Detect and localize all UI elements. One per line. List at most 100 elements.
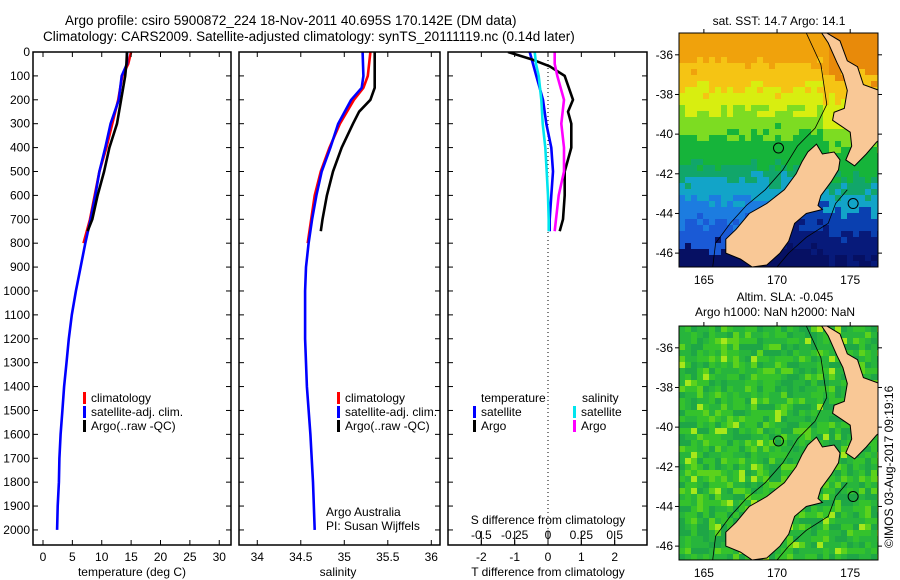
- y-tick-label: 1700: [3, 451, 30, 465]
- map-cell: [775, 189, 782, 196]
- map-cell: [859, 261, 866, 267]
- sst-map-panel: sat. SST: 14.7 Argo: 14.1 165 170 175-36-3…: [656, 14, 882, 287]
- map-cell: [703, 207, 710, 214]
- map-cell: [739, 482, 746, 489]
- map-cell: [751, 93, 758, 100]
- map-cell: [871, 464, 878, 471]
- map-cell: [811, 51, 818, 58]
- map-cell: [805, 410, 812, 417]
- map-cell: [811, 518, 818, 525]
- map-cell: [859, 554, 866, 560]
- map-cell: [721, 225, 728, 232]
- map-cell: [703, 458, 710, 465]
- map-cell: [847, 177, 854, 184]
- map-cell: [721, 398, 728, 405]
- map-cell: [709, 350, 716, 357]
- legend-swatch: [83, 406, 86, 418]
- map-cell: [817, 380, 824, 387]
- map-cell: [709, 51, 716, 58]
- map-cell: [727, 93, 734, 100]
- map-cell: [853, 183, 860, 190]
- map-cell: [823, 482, 830, 489]
- map-cell: [715, 542, 722, 549]
- map-cell: [865, 332, 872, 339]
- map-cell: [709, 117, 716, 124]
- map-cell: [817, 123, 824, 130]
- map-cell: [865, 255, 872, 262]
- map-cell: [709, 207, 716, 214]
- map-cell: [823, 428, 830, 435]
- map-cell: [823, 39, 830, 46]
- map-cell: [727, 87, 734, 94]
- map-cell: [817, 434, 824, 441]
- map-cell: [739, 326, 746, 333]
- map-cell: [793, 458, 800, 465]
- map-cell: [817, 332, 824, 339]
- map-cell: [835, 129, 842, 136]
- map-cell: [841, 374, 848, 381]
- map-cell: [847, 530, 854, 537]
- map-cell: [691, 183, 698, 190]
- map-cell: [703, 219, 710, 226]
- map-cell: [853, 464, 860, 471]
- map-cell: [709, 153, 716, 160]
- map-cell: [829, 374, 836, 381]
- map-cell: [811, 129, 818, 136]
- map-cell: [727, 153, 734, 160]
- map-cell: [805, 344, 812, 351]
- map-cell: [775, 123, 782, 130]
- map-cell: [721, 506, 728, 513]
- map-cell: [829, 135, 836, 142]
- map-cell: [805, 33, 812, 40]
- map-cell: [829, 476, 836, 483]
- map-cell: [805, 63, 812, 70]
- map-cell: [715, 105, 722, 112]
- map-cell: [793, 404, 800, 411]
- map-cell: [823, 261, 830, 267]
- map-cell: [805, 69, 812, 76]
- map-cell: [679, 446, 686, 453]
- map-cell: [787, 326, 794, 333]
- map-cell: [721, 261, 728, 267]
- map-cell: [697, 261, 704, 267]
- map-cell: [865, 512, 872, 519]
- map-cell: [769, 147, 776, 154]
- map-cell: [871, 39, 878, 46]
- map-cell: [799, 416, 806, 423]
- map-cell: [691, 458, 698, 465]
- map-cell: [721, 338, 728, 345]
- map-cell: [727, 548, 734, 555]
- map-cell: [679, 350, 686, 357]
- map-cell: [847, 237, 854, 244]
- map-cell: [685, 374, 692, 381]
- map-cell: [691, 81, 698, 88]
- map-cell: [697, 512, 704, 519]
- x-tick-label: 2: [611, 550, 618, 564]
- map-cell: [841, 452, 848, 459]
- map-cell: [685, 105, 692, 112]
- map-cell: [817, 33, 824, 40]
- map-cell: [787, 255, 794, 262]
- map-cell: [679, 362, 686, 369]
- map-cell: [847, 326, 854, 333]
- map-cell: [709, 183, 716, 190]
- map-cell: [799, 410, 806, 417]
- map-cell: [703, 494, 710, 501]
- map-cell: [775, 69, 782, 76]
- map-cell: [703, 117, 710, 124]
- map-cell: [775, 45, 782, 52]
- map-cell: [721, 159, 728, 166]
- map-cell: [865, 548, 872, 555]
- map-cell: [841, 530, 848, 537]
- map-y-tick-label: -38: [656, 380, 674, 394]
- map-cell: [739, 63, 746, 70]
- map-cell: [835, 398, 842, 405]
- map-cell: [871, 554, 878, 560]
- map-cell: [745, 380, 752, 387]
- y-tick-label: 1400: [3, 380, 30, 394]
- map-cell: [865, 207, 872, 214]
- map-cell: [715, 57, 722, 64]
- map-cell: [679, 542, 686, 549]
- map-cell: [715, 464, 722, 471]
- map-cell: [709, 530, 716, 537]
